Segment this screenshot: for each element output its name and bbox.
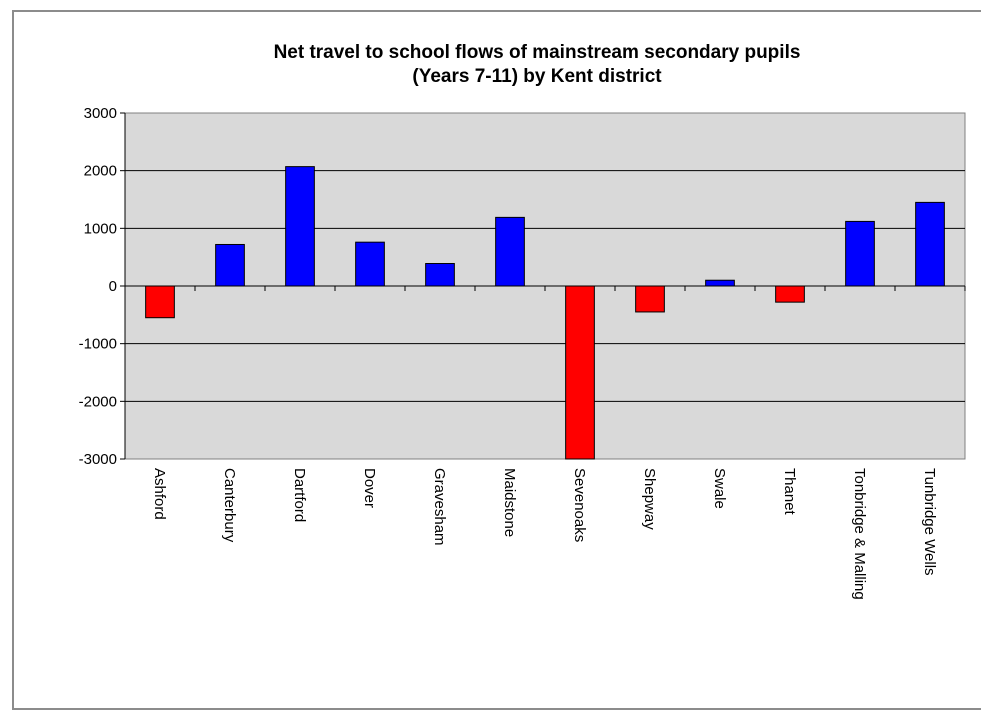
bar-canterbury (215, 243, 245, 287)
bar-ashford (145, 285, 175, 319)
y-tick-label: -2000 (79, 393, 117, 410)
x-category-label: Tonbridge & Malling (851, 468, 868, 600)
bar-tonbridge-malling (845, 220, 875, 287)
chart-subtitle: (Years 7-11) by Kent district (412, 66, 662, 87)
y-axis: 3000 2000 1000 0 -1000 -2000 -3000 (79, 105, 126, 468)
x-axis-labels: Ashford Canterbury Dartford Dover Gravesham M… (151, 468, 938, 600)
x-category-label: Canterbury (221, 468, 238, 543)
y-tick-label: -1000 (79, 336, 117, 353)
chart-title: Net travel to school flows of mainstream… (274, 42, 801, 63)
y-tick-label: 2000 (84, 163, 117, 180)
x-category-label: Maidstone (501, 468, 518, 537)
bar-shepway (635, 285, 665, 313)
x-category-label: Gravesham (431, 468, 448, 546)
bar-gravesham (425, 263, 455, 287)
y-tick-label: 0 (109, 278, 117, 295)
x-category-label: Dartford (291, 468, 308, 522)
y-tick-label: 1000 (84, 220, 117, 237)
bar-dartford (285, 166, 315, 287)
bar-tunbridge-wells (915, 201, 945, 287)
bar-thanet (775, 285, 805, 303)
bar-sevenoaks (565, 285, 595, 460)
x-category-label: Tunbridge Wells (921, 468, 938, 576)
x-category-label: Dover (361, 468, 378, 508)
gridlines (125, 170, 965, 402)
bars (145, 166, 945, 460)
bar-dover (355, 241, 385, 287)
x-category-label: Ashford (151, 468, 168, 520)
x-category-label: Shepway (641, 468, 658, 530)
bar-chart: Net travel to school flows of mainstream… (79, 42, 966, 600)
x-category-label: Swale (711, 468, 728, 509)
bar-swale (705, 279, 735, 287)
bar-maidstone (495, 216, 525, 287)
x-category-label: Sevenoaks (571, 468, 588, 542)
y-tick-label: -3000 (79, 451, 117, 468)
y-tick-label: 3000 (84, 105, 117, 122)
x-category-label: Thanet (781, 468, 798, 516)
